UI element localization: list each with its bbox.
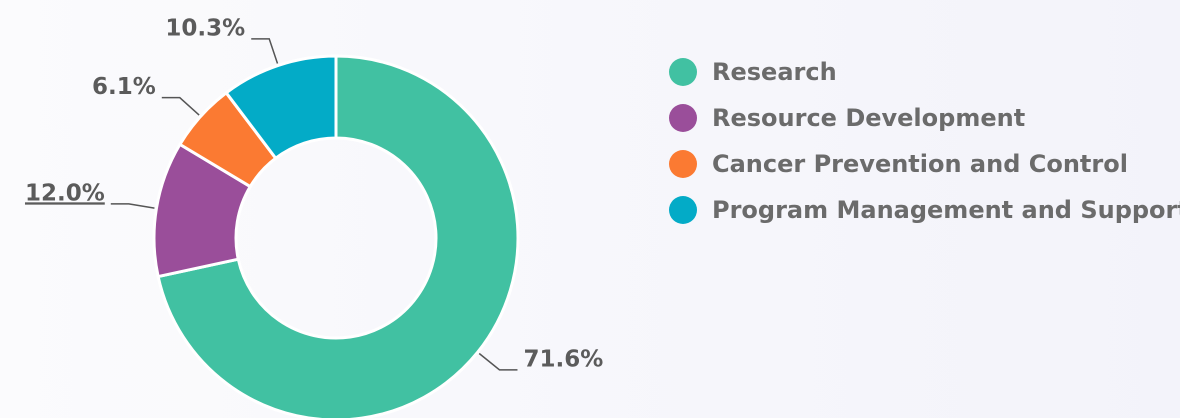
legend-label: Resource Development xyxy=(712,104,1025,132)
leader-line xyxy=(161,96,200,116)
legend-label: Research xyxy=(712,58,837,86)
leader-line xyxy=(110,203,155,209)
legend-swatch xyxy=(669,150,697,178)
legend-label: Program Management and Support xyxy=(712,196,1180,224)
data-label: 6.1% xyxy=(92,74,156,100)
slice xyxy=(156,54,520,418)
legend-swatch xyxy=(669,58,697,86)
leader-line xyxy=(251,38,279,64)
legend-label: Cancer Prevention and Control xyxy=(712,150,1128,178)
data-label: 71.6% xyxy=(523,346,603,372)
data-label: 10.3% xyxy=(165,15,245,41)
slice xyxy=(224,54,338,160)
data-label: 12.0% xyxy=(25,180,105,206)
legend-swatch xyxy=(669,104,697,132)
legend-swatch xyxy=(669,196,697,224)
leader-line xyxy=(478,352,518,371)
